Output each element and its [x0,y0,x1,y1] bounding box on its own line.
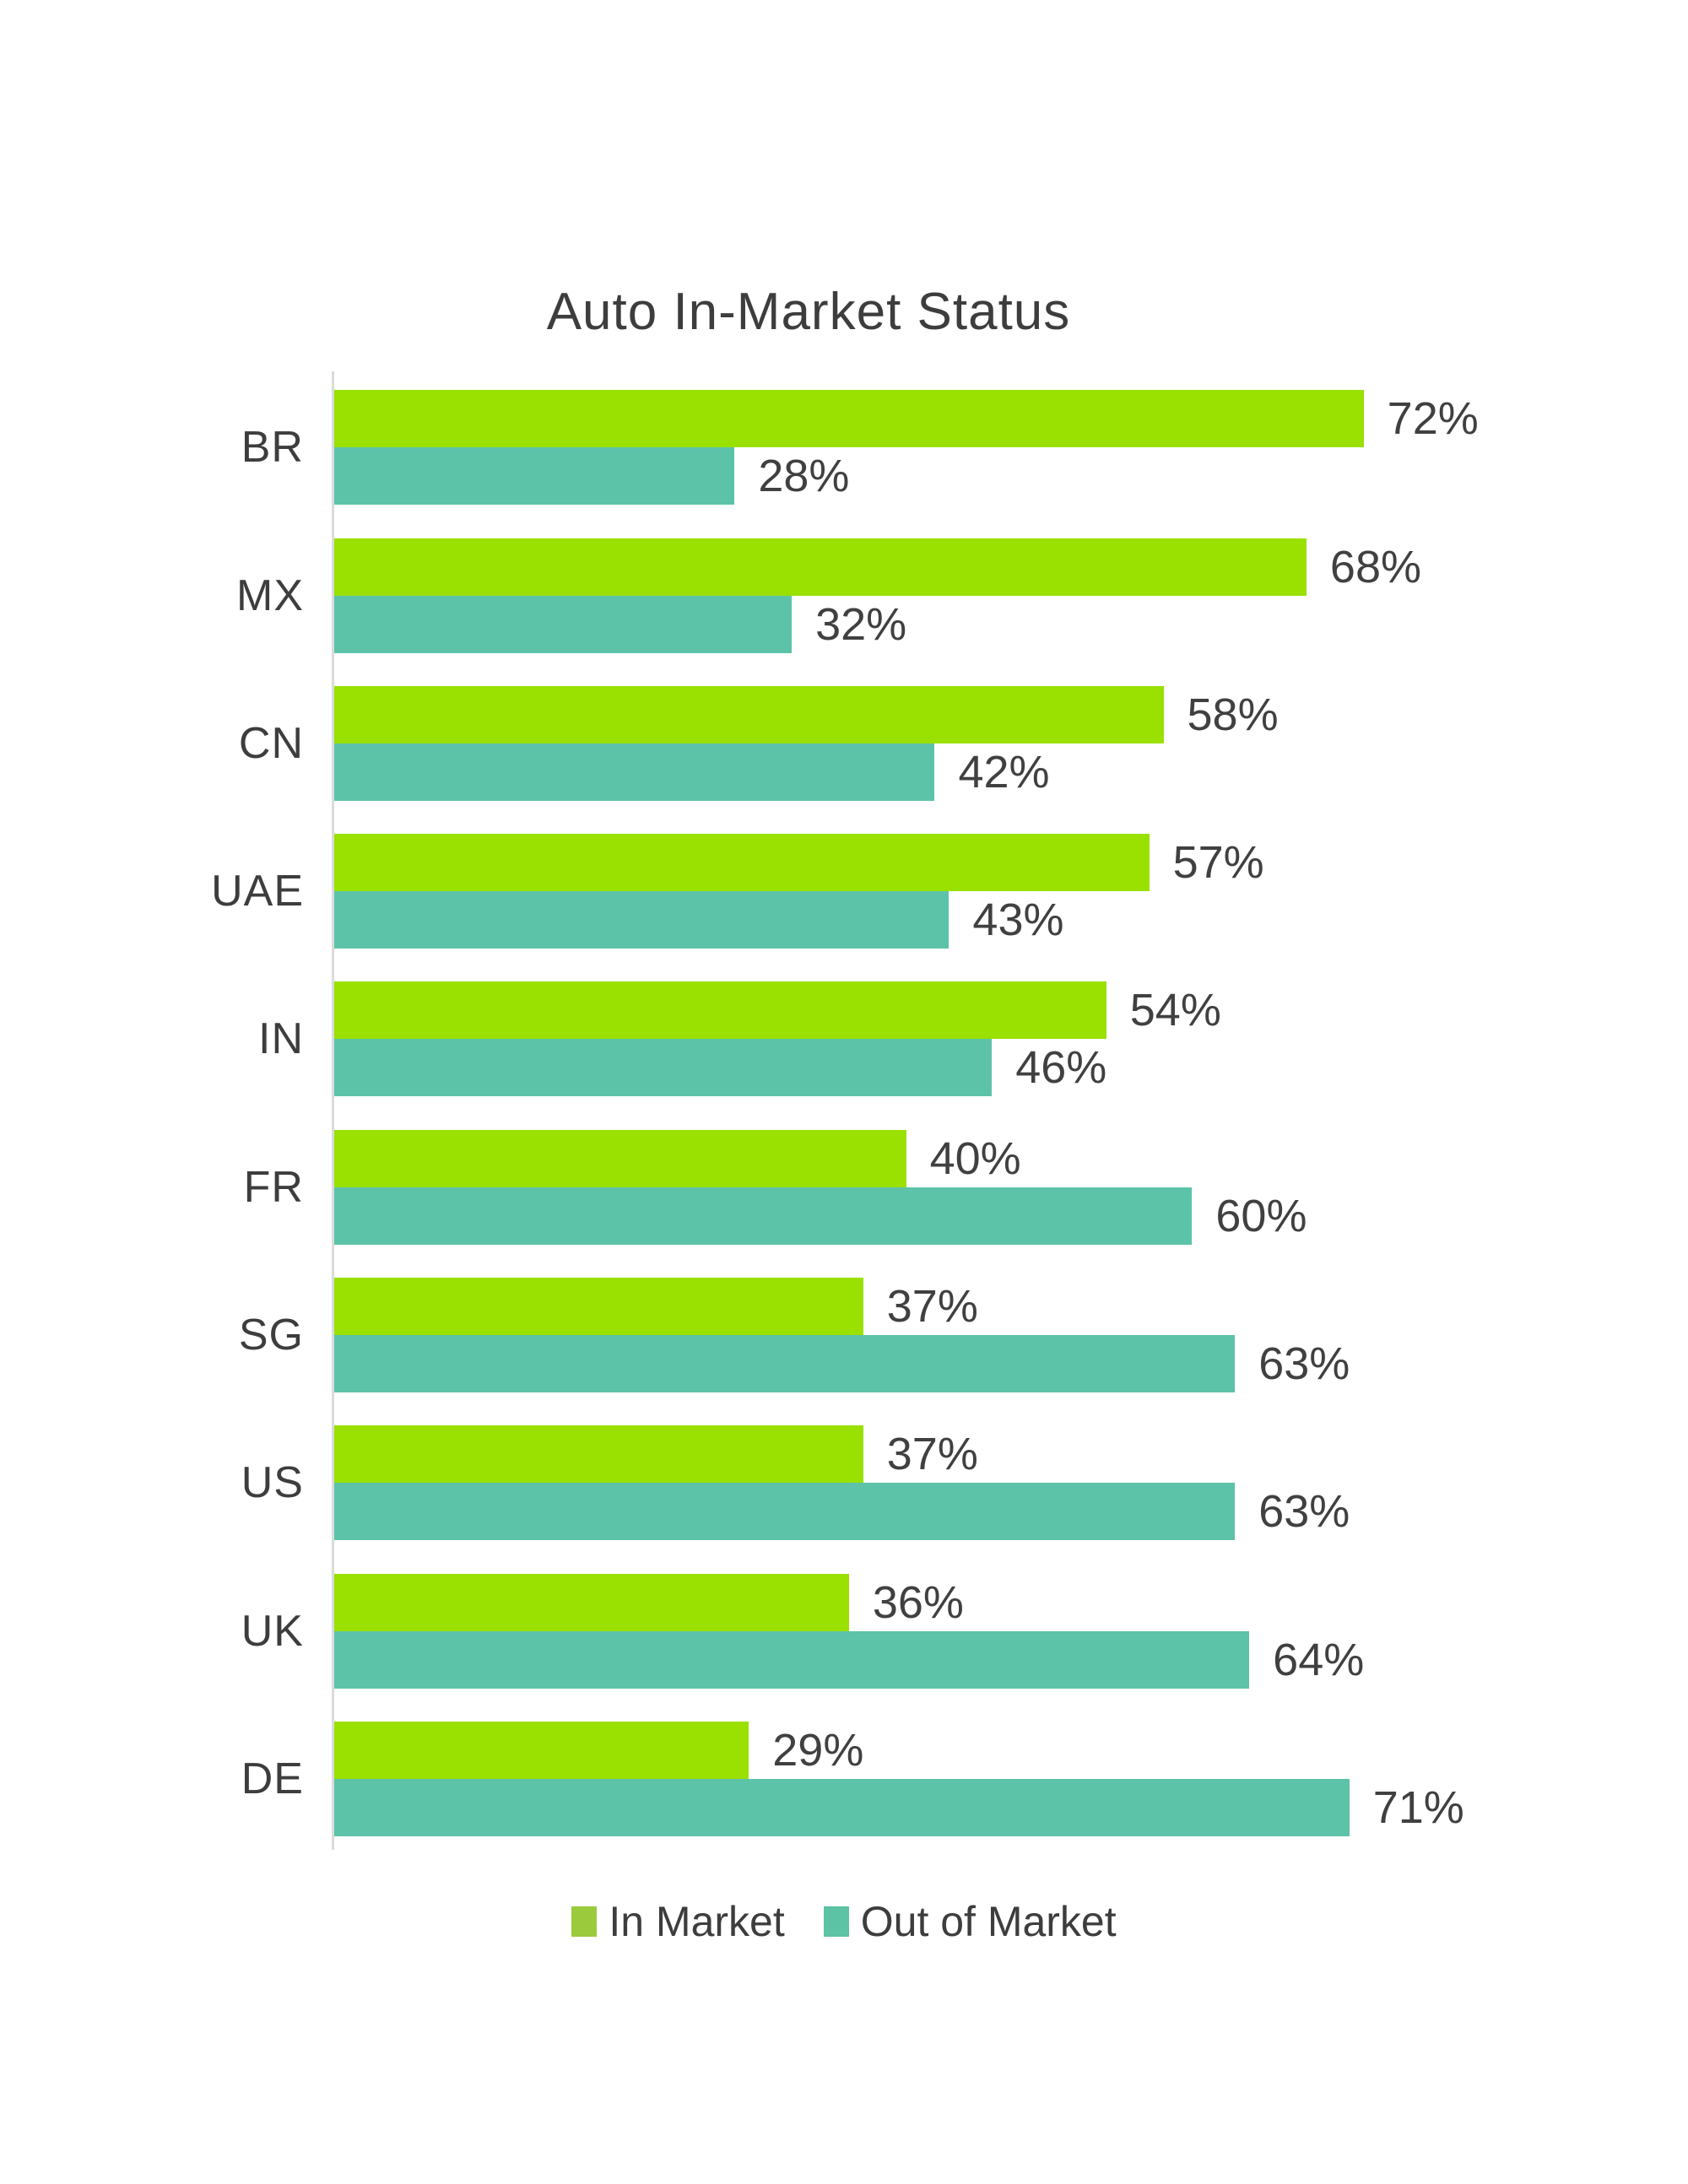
bar-row: 68% [334,538,1651,596]
value-label: 72% [1387,393,1479,445]
legend-label-out-of-market: Out of Market [860,1898,1117,1945]
bar-row: 43% [334,891,1651,949]
bar-row: 28% [334,447,1651,505]
bar-row: 58% [334,685,1651,743]
value-label: 29% [772,1724,864,1776]
bar-row: 36% [334,1573,1651,1631]
category-group-de: DE 29% 71% [241,1689,1651,1836]
value-label: 32% [815,598,907,650]
category-label: DE [241,1754,304,1803]
bar-in-market-uk [334,1573,849,1631]
bar-in-market-fr [334,1129,906,1187]
bar-row: 40% [334,1129,1651,1187]
bar-row: 71% [334,1778,1651,1836]
value-label: 58% [1187,689,1279,740]
category-group-uae: UAE 57% 43% [211,801,1651,949]
category-label: MX [236,570,304,620]
bar-in-market-us [334,1425,863,1484]
value-label: 71% [1372,1781,1464,1833]
bar-row: 63% [334,1483,1651,1541]
category-group-cn: CN 58% 42% [239,653,1651,801]
bar-in-market-cn [334,685,1164,743]
category-group-us: US 37% 63% [241,1392,1651,1541]
bar-in-market-de [334,1721,749,1779]
value-label: 63% [1258,1486,1350,1538]
bar-row: 37% [334,1278,1651,1336]
bar-row: 54% [334,981,1651,1040]
category-group-fr: FR 40% 60% [244,1096,1651,1245]
category-label: UK [241,1606,304,1656]
in-market-swatch-icon [571,1906,598,1937]
value-label: 37% [886,1429,978,1480]
category-label: CN [238,718,304,768]
category-label: US [241,1458,304,1508]
bar-out-of-market-de [334,1778,1350,1836]
value-label: 63% [1258,1338,1350,1390]
legend-label-in-market: In Market [609,1898,785,1945]
category-label: IN [258,1014,304,1064]
value-label: 36% [872,1576,964,1628]
legend-item-out-of-market: Out of Market [823,1897,1117,1946]
bar-row: 46% [334,1039,1651,1097]
value-label: 46% [1015,1042,1107,1094]
bar-row: 57% [334,834,1651,892]
category-group-br: BR 72% 28% [241,357,1651,505]
bar-in-market-br [334,390,1364,448]
plot-area: BR 72% 28% MX 68% 32% CN 58% 42% UAE 57% 43% IN 54% 46… [211,357,1651,1836]
value-label: 60% [1215,1190,1307,1241]
category-label: UAE [211,867,304,916]
category-label: FR [243,1162,304,1212]
value-label: 37% [886,1281,978,1333]
value-label: 42% [958,746,1050,797]
bar-in-market-in [334,981,1106,1040]
category-group-uk: UK 36% 64% [241,1540,1651,1689]
category-label: SG [238,1311,304,1360]
category-label: BR [241,423,304,473]
bar-row: 37% [334,1425,1651,1484]
bar-out-of-market-uae [334,891,950,949]
out-of-market-swatch-icon [823,1906,849,1937]
chart-title: Auto In-Market Status [546,283,1071,341]
bar-row: 64% [334,1630,1651,1689]
category-group-sg: SG 37% 63% [239,1245,1651,1393]
bar-out-of-market-mx [334,595,793,653]
bar-out-of-market-in [334,1039,993,1097]
category-group-mx: MX 68% 32% [236,505,1651,653]
value-label: 40% [929,1133,1021,1184]
bar-out-of-market-cn [334,743,935,801]
legend: In Market Out of Market [0,1897,1688,1946]
category-group-in: IN 54% 46% [258,949,1651,1097]
bar-out-of-market-fr [334,1187,1193,1245]
bar-row: 60% [334,1187,1651,1245]
bar-out-of-market-uk [334,1630,1250,1689]
value-label: 64% [1273,1634,1365,1685]
y-axis-line [332,371,334,1850]
value-label: 54% [1129,985,1221,1036]
bar-in-market-mx [334,538,1307,596]
bar-row: 63% [334,1335,1651,1393]
bar-in-market-sg [334,1278,863,1336]
bar-out-of-market-sg [334,1335,1236,1393]
bar-row: 42% [334,743,1651,801]
value-label: 57% [1172,837,1264,889]
value-label: 43% [972,895,1064,946]
bar-in-market-uae [334,834,1150,892]
bar-out-of-market-br [334,447,735,505]
value-label: 68% [1329,541,1421,592]
bar-row: 32% [334,595,1651,653]
value-label: 28% [758,451,850,502]
legend-item-in-market: In Market [571,1897,785,1946]
bar-row: 29% [334,1721,1651,1779]
bar-out-of-market-us [334,1483,1236,1541]
bar-row: 72% [334,390,1651,448]
